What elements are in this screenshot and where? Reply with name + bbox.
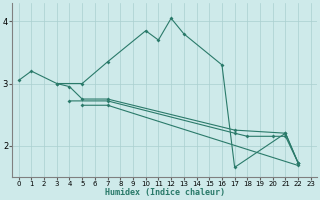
- X-axis label: Humidex (Indice chaleur): Humidex (Indice chaleur): [105, 188, 225, 197]
